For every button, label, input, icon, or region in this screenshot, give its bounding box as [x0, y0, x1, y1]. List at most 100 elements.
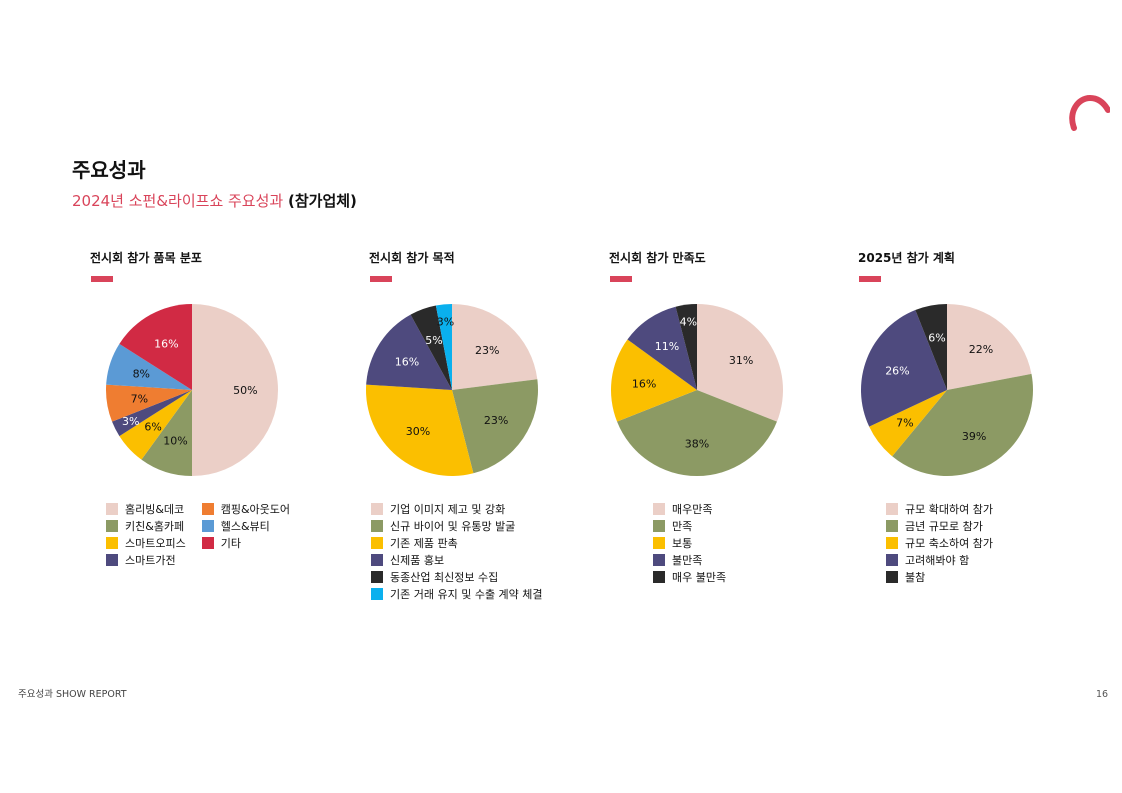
legend-item: 기존 제품 판촉: [371, 534, 543, 551]
pie-data-label: 50%: [233, 384, 257, 397]
legend-swatch: [886, 519, 898, 532]
legend-label: 기업 이미지 제고 및 강화: [390, 502, 506, 516]
pie-slice: [869, 390, 947, 457]
chart-title-bar: [370, 276, 392, 282]
legend-label: 금년 규모로 참가: [905, 519, 983, 533]
pie-data-label: 31%: [729, 354, 753, 367]
chart-title: 2025년 참가 계획: [858, 251, 955, 265]
legend-label: 신제품 홍보: [390, 553, 445, 567]
legend-label: 스마트오피스: [125, 536, 186, 550]
legend-swatch: [371, 502, 383, 515]
legend-item: 기존 거래 유지 및 수출 계약 체결: [371, 585, 543, 602]
pie-slice: [106, 343, 192, 390]
pie-data-label: 26%: [885, 364, 909, 377]
legend-swatch: [201, 502, 214, 515]
legend-item: 키친&홈카페: [106, 517, 186, 534]
pie-slice: [366, 314, 452, 390]
legend-swatch: [106, 519, 118, 532]
pie-data-label: 3%: [437, 316, 454, 329]
pie-data-label: 8%: [133, 368, 150, 381]
pie-data-label: 22%: [969, 343, 993, 356]
pie-slice: [106, 384, 192, 422]
legend-swatch: [653, 519, 665, 532]
subtitle-accent: 2024년 소펀&라이프쇼 주요성과: [72, 192, 284, 210]
legend-item: 매우 불만족: [653, 568, 726, 585]
legend-swatch: [106, 553, 118, 566]
legend-swatch: [371, 570, 383, 583]
legend-item: 불참: [886, 568, 993, 585]
legend-label: 만족: [672, 519, 693, 533]
pie-slice: [627, 306, 697, 390]
legend-swatch: [371, 587, 383, 600]
chart-title: 전시회 참가 만족도: [609, 251, 706, 265]
legend-label: 규모 확대하여 참가: [905, 502, 993, 516]
pie-data-label: 16%: [154, 337, 178, 350]
chart-title-bar: [91, 276, 113, 282]
pie-slice: [119, 304, 192, 390]
pie-chart-satisfaction: 31% 38% 16% 11%4%: [611, 304, 783, 476]
pie-slice: [141, 390, 192, 476]
legend-swatch: [371, 553, 383, 566]
legend-item: 홈리빙&데코: [106, 500, 186, 517]
pie-data-label: 39%: [962, 430, 986, 443]
legend-item: 캠핑&아웃도어: [201, 500, 291, 517]
legend-swatch: [106, 536, 118, 549]
legend-item: 고려해봐야 함: [886, 551, 993, 568]
legend-label: 매우만족: [672, 502, 713, 516]
pie-slice: [112, 390, 192, 437]
pie-data-label: 4%: [680, 316, 697, 329]
legend-label: 스마트가전: [125, 553, 176, 567]
legend-swatch: [886, 536, 898, 549]
page-number: 16: [1096, 689, 1109, 700]
pie-slice: [675, 304, 697, 390]
pie-data-label: 6%: [928, 332, 945, 345]
pie-chart-item-distribution: 50% 10%6% 3% 7% 8% 16%: [106, 304, 278, 476]
legend-swatch: [653, 553, 665, 566]
legend-item: 신제품 홍보: [371, 551, 543, 568]
pie-data-label: 7%: [896, 417, 913, 430]
pie-slice: [915, 304, 947, 390]
legend-item: 규모 축소하여 참가: [886, 534, 993, 551]
pie-slice: [611, 339, 697, 422]
legend-label: 캠핑&아웃도어: [220, 502, 291, 516]
pie-data-label: 16%: [632, 377, 656, 390]
legend-label: 헬스&뷰티: [220, 519, 270, 533]
pie-data-label: 7%: [131, 392, 148, 405]
pie-data-label: 5%: [425, 334, 442, 347]
legend-swatch: [106, 502, 118, 515]
pie-data-label: 10%: [163, 435, 187, 448]
legend-swatch: [201, 519, 214, 532]
legend-swatch: [886, 570, 898, 583]
pie-data-label: 16%: [395, 355, 419, 368]
legend-item: 동종산업 최신정보 수집: [371, 568, 543, 585]
legend-item: 보통: [653, 534, 726, 551]
legend-item: 만족: [653, 517, 726, 534]
subtitle-dark: (참가업체): [288, 192, 357, 210]
legend-label: 홈리빙&데코: [125, 502, 185, 516]
legend-item: 헬스&뷰티: [201, 517, 290, 534]
legend-item: 신규 바이어 및 유통망 발굴: [371, 517, 543, 534]
legend-label: 동종산업 최신정보 수집: [390, 570, 499, 584]
legend-item: 기업 이미지 제고 및 강화: [371, 500, 543, 517]
legend-item: 금년 규모로 참가: [886, 517, 993, 534]
pie-slice: [410, 305, 452, 390]
legend-label: 신규 바이어 및 유통망 발굴: [390, 519, 516, 533]
legend-item: 규모 확대하여 참가: [886, 500, 993, 517]
legend-item: 기타: [201, 534, 290, 551]
legend-label: 보통: [672, 536, 693, 550]
legend-label: 규모 축소하여 참가: [905, 536, 993, 550]
legend-item: 스마트오피스: [106, 534, 186, 551]
chart-title-bar: [859, 276, 881, 282]
page-title: 주요성과: [72, 158, 146, 182]
legend-label: 기타: [220, 536, 241, 550]
pie-chart-2025-plan: 22% 39% 7% 26% 6%: [861, 304, 1033, 476]
chart-title: 전시회 참가 품목 분포: [90, 251, 202, 265]
footer-label: 주요성과 SHOW REPORT: [18, 689, 127, 700]
pie-slice: [861, 310, 947, 427]
chart-title: 전시회 참가 목적: [369, 251, 455, 265]
page-subtitle: 2024년 소펀&라이프쇼 주요성과 (참가업체): [72, 190, 357, 211]
pie-slice: [892, 373, 1033, 476]
